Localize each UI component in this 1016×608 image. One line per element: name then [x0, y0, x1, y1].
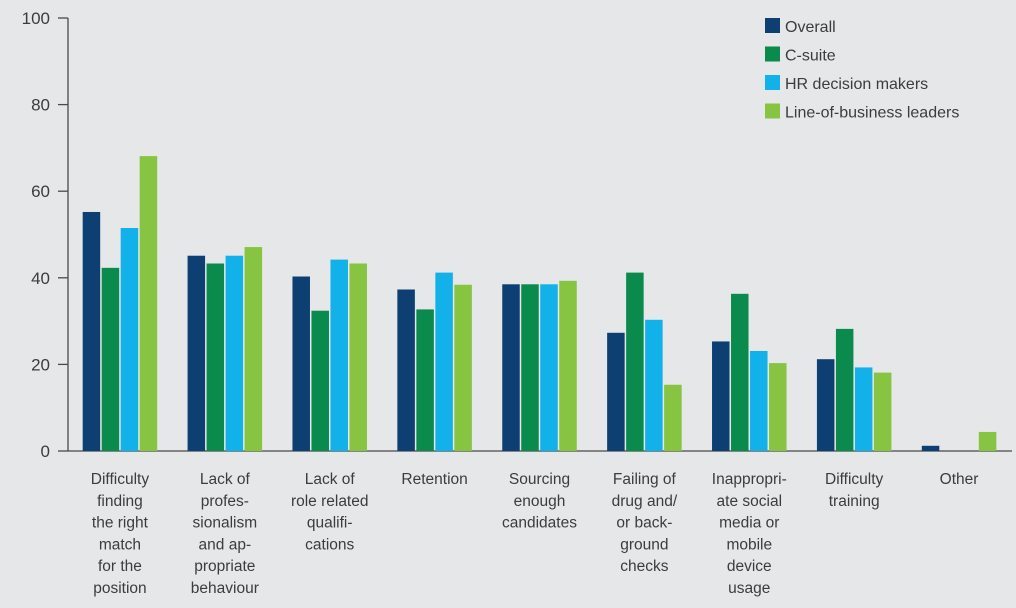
x-tick-label-line: enough [514, 493, 566, 510]
bar [397, 289, 415, 451]
bar [82, 211, 101, 451]
x-tick-label-line: candidates [502, 515, 577, 532]
legend-label: Overall [785, 19, 836, 36]
x-tick-label-line: cations [305, 536, 354, 553]
x-tick-label-line: the right [92, 515, 149, 532]
bar [731, 293, 749, 451]
x-tick-label-line: device [727, 558, 772, 575]
bar [311, 310, 329, 451]
legend-label: C-suite [785, 48, 836, 65]
bar [101, 267, 120, 451]
y-tick-label: 0 [41, 442, 50, 461]
legend-label: HR decision makers [785, 76, 928, 93]
x-tick-label-line: sionalism [193, 515, 258, 532]
x-tick-label-line: finding [97, 493, 143, 510]
bar [454, 284, 472, 451]
x-tick-label-line: or back- [616, 515, 672, 532]
x-tick-label-line: Lack of [305, 471, 356, 488]
bar [559, 280, 577, 451]
x-tick-label-line: drug and/ [612, 493, 678, 510]
bar [521, 284, 539, 451]
x-tick-label-line: behaviour [191, 580, 259, 597]
legend-swatch [765, 46, 780, 62]
bar [607, 332, 625, 451]
bar [712, 341, 730, 451]
bar [769, 363, 787, 451]
bar [921, 445, 940, 451]
x-tick-label-line: Sourcing [509, 471, 570, 488]
x-tick-label: Difficulty finding the right match for the po… [91, 471, 150, 597]
x-tick-label-line: Inappropri- [712, 471, 787, 488]
axes: 0 20 40 60 80 100 [22, 9, 1012, 461]
x-tick-label-line: ate social [717, 493, 782, 510]
bar [187, 255, 206, 451]
x-tick-label-line: mobile [726, 536, 772, 553]
x-tick-label-line: usage [728, 580, 770, 597]
x-tick-label-line: checks [620, 558, 668, 575]
x-tick-label-line: Other [940, 471, 979, 488]
y-tick-label: 100 [22, 9, 50, 28]
bar [873, 372, 892, 451]
y-tick-label: 80 [31, 96, 50, 115]
x-tick-label-line: Failing of [613, 471, 677, 488]
x-tick-label-line: qualifi- [307, 515, 353, 532]
x-tick-label: Difficulty training [825, 471, 884, 510]
x-tick-label: Failing of drug and/or back-ground checks [612, 471, 678, 575]
x-tick-label-line: match [99, 536, 141, 553]
x-tick-label: Other [940, 471, 979, 488]
x-tick-label-line: role related [291, 493, 369, 510]
x-tick-label-line: Difficulty [825, 471, 884, 488]
x-tick-label: Retention [401, 471, 467, 488]
bar [645, 319, 663, 451]
x-tick-label-line: and ap- [199, 536, 252, 553]
legend-swatch [765, 103, 780, 119]
bar [540, 284, 558, 451]
bar [139, 156, 158, 451]
bar [664, 384, 682, 451]
x-tick-label-line: ground [620, 536, 668, 553]
bar [626, 272, 644, 451]
x-tick-label-line: media or [719, 515, 779, 532]
bar [244, 247, 263, 451]
x-tick-label-line: training [829, 493, 880, 510]
bar [416, 309, 434, 451]
bar [330, 259, 348, 451]
bar [978, 431, 997, 451]
x-tick-label: Lack of role related qualifi-cations [291, 471, 369, 553]
legend: Overall C-suite HR decision makers Line-of-… [765, 18, 959, 122]
x-tick-label-line: for the [98, 558, 142, 575]
x-tick-label-line: Lack of [200, 471, 251, 488]
bar [816, 359, 835, 451]
bar [120, 228, 139, 451]
y-tick-label: 60 [31, 182, 50, 201]
x-tick-label-line: profes- [201, 493, 249, 510]
x-tick-label: Lack of profes-sionalism and ap-propriate b… [191, 471, 259, 597]
x-tick-label-line: position [93, 580, 146, 597]
bar [225, 255, 244, 451]
bar [206, 263, 225, 451]
bar [502, 284, 520, 451]
legend-label: Line-of-business leaders [785, 105, 959, 122]
x-tick-label-line: Retention [401, 471, 467, 488]
bar [349, 263, 367, 451]
x-tick-label: Sourcing enough candidates [502, 471, 577, 532]
y-tick-label: 40 [31, 269, 50, 288]
legend-swatch [765, 18, 780, 33]
y-tick-label: 20 [31, 355, 50, 374]
bars [82, 156, 997, 451]
x-tick-label: Inappropri-ate social media or mobile devic… [712, 471, 787, 597]
bar [750, 350, 768, 451]
category-labels: Difficulty finding the right match for the po… [91, 471, 979, 597]
legend-swatch [765, 75, 780, 90]
bar [835, 328, 854, 451]
x-tick-label-line: propriate [194, 558, 255, 575]
bar [292, 276, 310, 451]
bar [854, 367, 873, 451]
x-tick-label-line: Difficulty [91, 471, 150, 488]
bar [435, 272, 453, 451]
